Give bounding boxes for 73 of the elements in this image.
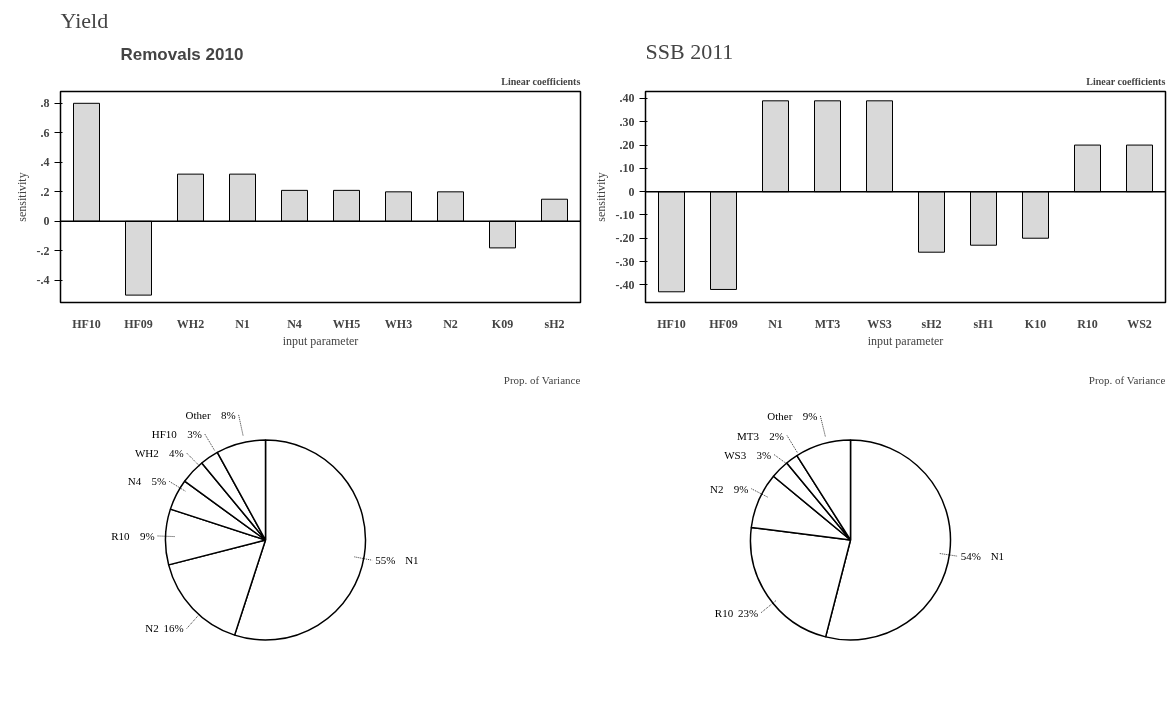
data-label: 55% (375, 554, 396, 567)
slice-label: R10 (111, 529, 131, 542)
data-label: 8% (220, 408, 236, 421)
x-tick-label: HF09 (709, 316, 738, 331)
x-tick-label: sH2 (921, 316, 942, 331)
y-tick-label: -.2 (36, 243, 50, 258)
slice-label: Other (767, 409, 793, 422)
y-tick-label: -.20 (615, 231, 635, 246)
data-label: 16% (163, 622, 184, 635)
y-tick-label: 0 (43, 214, 50, 229)
y-tick-label: -.10 (615, 207, 635, 222)
slice-label: WH2 (134, 447, 159, 460)
text: Prop. of Variance (503, 373, 581, 386)
x-tick-label: WH2 (176, 316, 205, 331)
y-tick-label: -.4 (36, 273, 50, 288)
text: Linear coefficients (1086, 75, 1166, 87)
x-axis-title: input parameter (867, 333, 944, 348)
slice-label: N1 (990, 550, 1005, 563)
x-axis-title: input parameter (282, 333, 359, 348)
y-tick-label: .6 (40, 125, 50, 140)
x-tick-label: N1 (235, 316, 250, 331)
y-tick-label: .2 (40, 184, 50, 199)
data-label: 23% (738, 606, 759, 619)
y-tick-label: .40 (619, 91, 635, 106)
text: Prop. of Variance (1088, 373, 1166, 386)
x-tick-label: HF10 (72, 316, 101, 331)
data-label: 3% (187, 428, 202, 441)
data-label: 9% (802, 409, 818, 422)
y-tick-label: .20 (619, 138, 635, 153)
slice-label: N4 (127, 475, 142, 488)
y-axis-title: sensitivity (593, 172, 608, 222)
chart-subtitle: Removals 2010 (120, 44, 244, 64)
x-tick-label: N4 (287, 316, 302, 331)
x-tick-label: WS2 (1127, 316, 1152, 331)
x-tick-label: sH2 (544, 316, 565, 331)
x-tick-label: WS3 (867, 316, 892, 331)
data-label: 9% (733, 482, 749, 495)
y-tick-label: .10 (619, 161, 635, 176)
data-label: 54% (960, 550, 981, 563)
x-tick-label: N2 (443, 316, 458, 331)
x-tick-label: WH5 (332, 316, 361, 331)
slice-label: N2 (145, 622, 159, 635)
data-label: 5% (151, 475, 167, 488)
slice-label: WS3 (724, 448, 747, 461)
y-tick-label: .8 (40, 96, 50, 111)
y-tick-label: .30 (619, 114, 635, 129)
y-tick-label: .4 (40, 155, 50, 170)
slice-label: N2 (709, 482, 724, 495)
x-tick-label: K09 (491, 316, 514, 331)
x-tick-label: HF10 (657, 316, 686, 331)
y-tick-label: -.40 (615, 277, 635, 292)
slice-label: MT3 (737, 429, 760, 442)
y-tick-label: 0 (628, 184, 635, 199)
x-tick-label: R10 (1077, 316, 1098, 331)
x-tick-label: K10 (1024, 316, 1047, 331)
slice-label: R10 (714, 606, 734, 619)
x-tick-label: WH3 (384, 316, 413, 331)
x-tick-label: HF09 (124, 316, 153, 331)
x-tick-label: sH1 (973, 316, 994, 331)
x-tick-label: MT3 (814, 316, 841, 331)
slice-label: Other (185, 408, 211, 421)
data-label: 2% (769, 429, 785, 442)
y-axis-title: sensitivity (14, 172, 29, 222)
slice-label: N1 (405, 554, 419, 567)
chart-title: Yield (60, 7, 109, 33)
text: Linear coefficients (501, 75, 581, 87)
y-tick-label: -.30 (615, 254, 635, 269)
data-label: 3% (756, 448, 772, 461)
data-label: 9% (139, 529, 155, 542)
slice-label: HF10 (151, 428, 178, 441)
x-tick-label: N1 (768, 316, 783, 331)
chart-title: SSB 2011 (645, 38, 734, 64)
data-label: 4% (169, 447, 184, 460)
